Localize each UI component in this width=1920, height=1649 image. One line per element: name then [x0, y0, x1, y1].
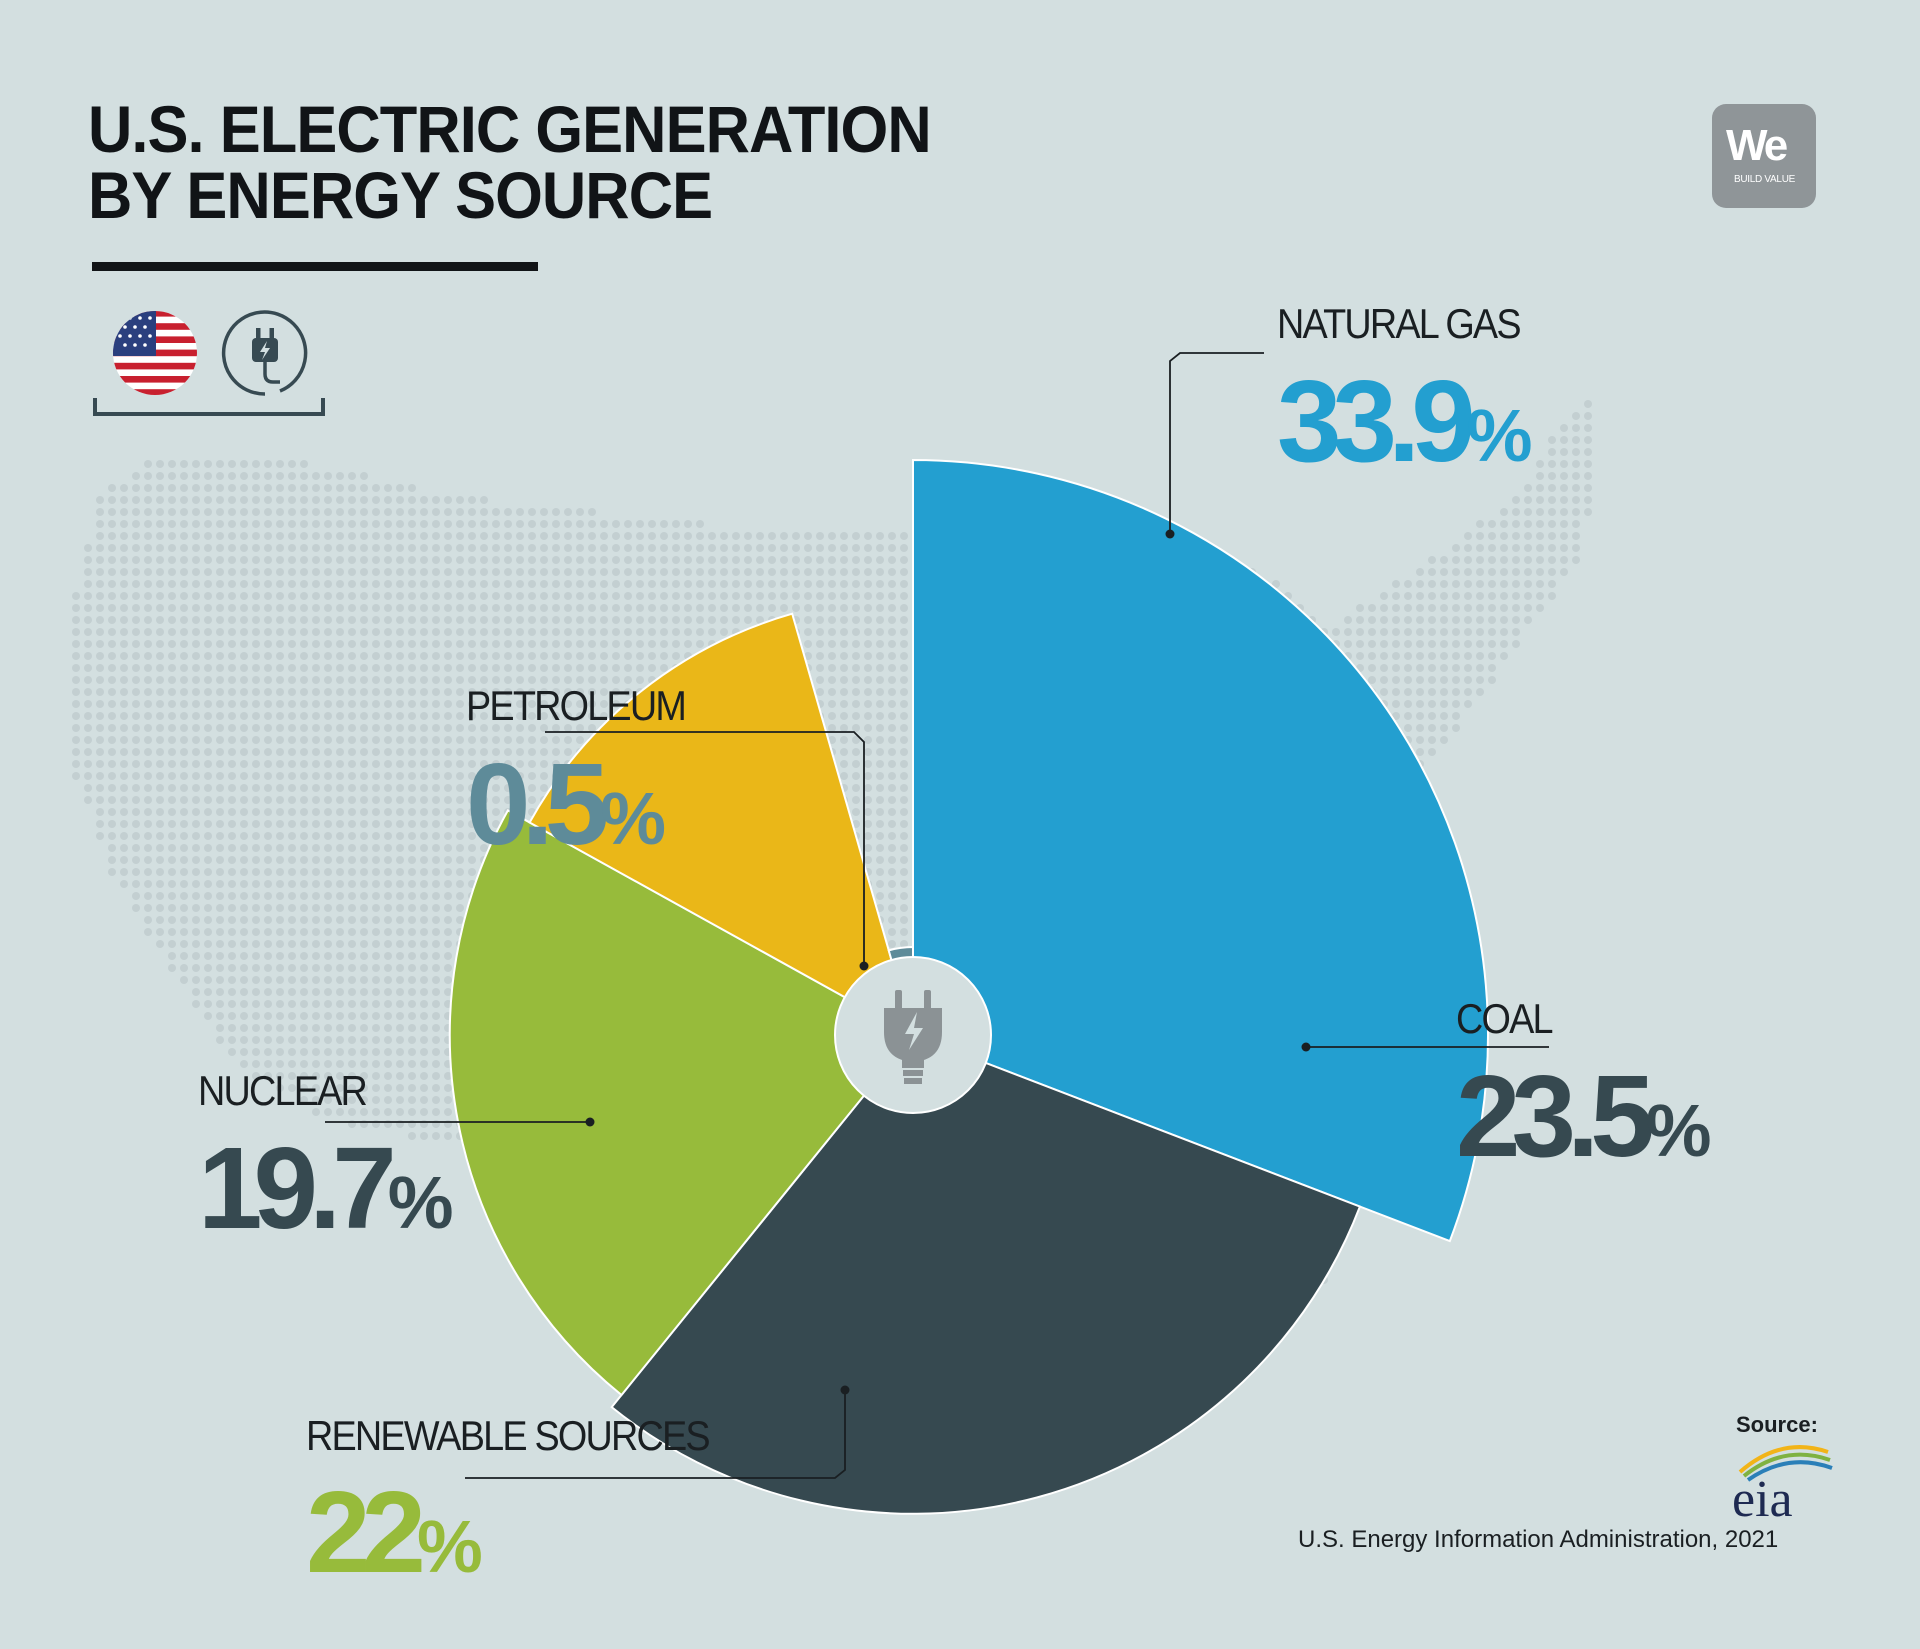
eia-logo-text: eia: [1732, 1471, 1793, 1522]
value-nuclear: 19.7%: [198, 1130, 454, 1261]
label-nuclear: NUCLEAR: [198, 1067, 368, 1114]
leader-line-renewable-sources: [465, 1390, 846, 1479]
value-natural-gas-number: 33.9: [1277, 356, 1476, 486]
eia-logo: eia: [1732, 1445, 1833, 1522]
label-coal: COAL: [1456, 995, 1554, 1042]
logo-sub-text: BUILD VALUE: [1734, 174, 1795, 185]
slice-renewable-sources: [448, 809, 915, 1397]
title-line-1: U.S. ELECTRIC GENERATION: [88, 92, 932, 166]
value-petroleum-number: 0.5: [466, 739, 609, 869]
leader-dot-nuclear: [585, 1117, 595, 1127]
value-renewable-sources-unit: %: [417, 1505, 483, 1588]
lightning-bolt-mark: [905, 1012, 923, 1050]
brand-logo: We BUILD VALUE: [1712, 104, 1816, 208]
value-renewable-sources-number: 22: [306, 1467, 426, 1597]
value-nuclear-number: 19.7: [198, 1123, 397, 1253]
title-line-2: BY ENERGY SOURCE: [88, 158, 713, 232]
slice-nuclear: [528, 612, 915, 1038]
page-title: U.S. ELECTRIC GENERATION BY ENERGY SOURC…: [88, 92, 932, 232]
value-natural-gas-unit: %: [1466, 394, 1533, 477]
us-flag-icon: [113, 311, 197, 395]
slice-coal: [610, 1033, 1362, 1515]
leader-line-natural-gas: [1169, 352, 1264, 534]
value-coal: 23.5%: [1456, 1058, 1712, 1189]
label-petroleum: PETROLEUM: [466, 682, 687, 729]
value-coal-number: 23.5: [1456, 1051, 1655, 1181]
leader-dot-natural-gas: [1165, 529, 1175, 539]
slice-natural-gas: [912, 458, 1489, 1243]
value-petroleum-unit: %: [600, 777, 667, 860]
leader-dot-petroleum: [859, 961, 869, 971]
value-renewable-sources: 22%: [306, 1474, 483, 1605]
value-nuclear-unit: %: [387, 1161, 454, 1244]
leader-line-petroleum: [545, 731, 865, 966]
source-heading: Source:: [1736, 1412, 1818, 1437]
value-coal-unit: %: [1645, 1089, 1712, 1172]
leader-dot-coal: [1301, 1042, 1311, 1052]
source-citation: U.S. Energy Information Administration, …: [1298, 1526, 1779, 1553]
title-underline: [92, 262, 538, 271]
value-petroleum: 0.5%: [466, 746, 666, 877]
leader-dot-renewable-sources: [840, 1385, 850, 1395]
icon-bracket: [93, 398, 325, 416]
label-renewable-sources: RENEWABLE SOURCES: [306, 1412, 711, 1459]
value-natural-gas: 33.9%: [1277, 363, 1533, 494]
plug-icon: [221, 310, 308, 396]
label-natural-gas: NATURAL GAS: [1277, 300, 1522, 347]
electric-plug-icon: [884, 990, 942, 1084]
logo-main-text: We: [1726, 121, 1788, 170]
